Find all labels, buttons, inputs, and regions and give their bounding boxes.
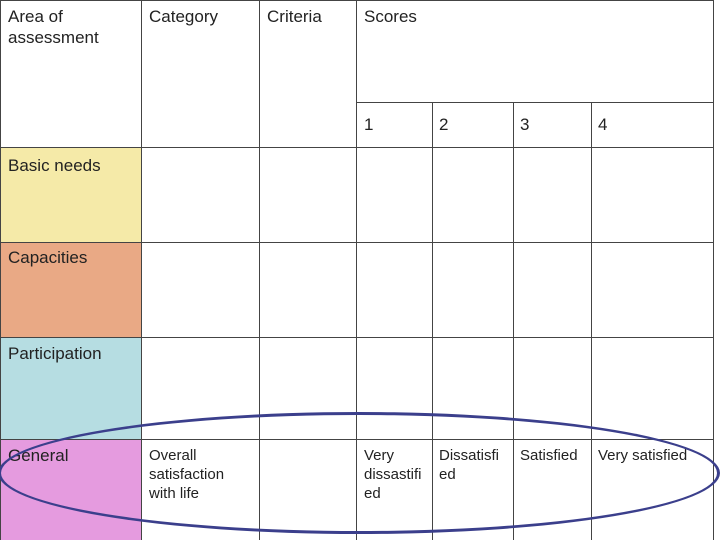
header-area-of-assessment: Area of assessment	[8, 7, 99, 47]
grid-line	[0, 0, 714, 1]
header-category: Category	[149, 7, 218, 26]
general-score-2: Dissatisfi ed	[439, 447, 500, 483]
grid-line	[591, 102, 592, 540]
grid-line	[0, 0, 1, 540]
row-bg-participation	[0, 337, 141, 439]
general-score-3: Satisfied	[520, 447, 578, 464]
grid-line	[0, 337, 714, 338]
header-criteria: Criteria	[267, 7, 322, 26]
grid-line	[141, 0, 142, 540]
grid-line	[259, 0, 260, 540]
grid-line	[0, 147, 714, 148]
grid-line	[713, 0, 714, 540]
row-bg-capacities	[0, 242, 141, 337]
grid-line	[0, 439, 714, 440]
header-score-1: 1	[364, 115, 374, 134]
general-category: Overall satisfaction with life	[149, 447, 225, 502]
grid-line	[356, 102, 714, 103]
general-score-4: Very satisfied	[598, 447, 688, 464]
header-scores: Scores	[364, 7, 417, 26]
area-label-general: General	[8, 446, 69, 465]
area-label-participation: Participation	[8, 344, 102, 363]
grid-line	[513, 102, 514, 540]
header-score-3: 3	[520, 115, 530, 134]
header-score-2: 2	[439, 115, 449, 134]
general-score-1: Very dissastifi ed	[364, 447, 422, 502]
row-bg-general	[0, 439, 141, 540]
grid-line	[432, 102, 433, 540]
area-label-basic-needs: Basic needs	[8, 156, 101, 175]
header-score-4: 4	[598, 115, 608, 134]
area-label-capacities: Capacities	[8, 248, 88, 267]
grid-line	[356, 0, 357, 540]
row-bg-basic-needs	[0, 147, 141, 242]
grid-line	[0, 242, 714, 243]
